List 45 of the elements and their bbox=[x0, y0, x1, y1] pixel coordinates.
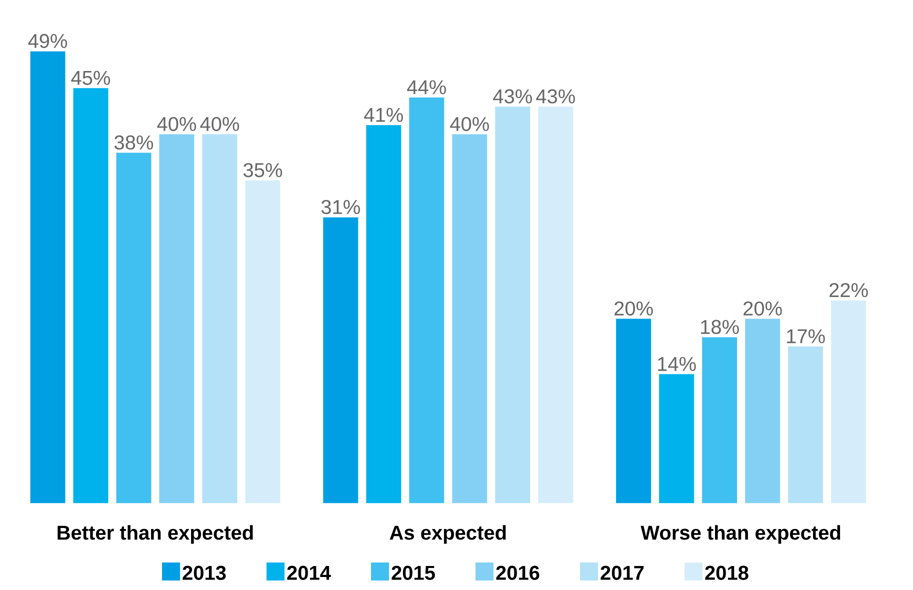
bar bbox=[788, 346, 824, 504]
bar bbox=[495, 106, 530, 504]
data-label: 18% bbox=[701, 320, 739, 334]
x-tick-label: Better than expected bbox=[58, 525, 253, 544]
data-label: 14% bbox=[658, 356, 696, 371]
x-tick-label: As expected bbox=[390, 525, 506, 544]
data-label: 40% bbox=[450, 116, 489, 132]
data-label: 31% bbox=[321, 200, 360, 214]
legend-label: 2015 bbox=[392, 566, 435, 580]
data-label: 20% bbox=[744, 301, 782, 316]
legend-label: 2016 bbox=[496, 566, 540, 580]
data-label: 44% bbox=[407, 80, 446, 94]
data-label: 17% bbox=[787, 329, 825, 344]
bar bbox=[409, 97, 444, 504]
bar bbox=[116, 152, 152, 504]
bar bbox=[202, 134, 238, 504]
bar bbox=[323, 217, 358, 504]
data-label: 41% bbox=[364, 108, 403, 122]
bar bbox=[245, 180, 280, 504]
data-label: 49% bbox=[28, 34, 68, 48]
bar bbox=[745, 318, 780, 504]
bar bbox=[366, 125, 402, 504]
data-label: 43% bbox=[536, 89, 575, 104]
legend-label: 2018 bbox=[705, 566, 748, 580]
bar bbox=[616, 318, 652, 504]
data-label: 40% bbox=[157, 116, 196, 132]
bar bbox=[30, 51, 66, 504]
legend-label: 2013 bbox=[182, 566, 226, 580]
bar bbox=[73, 88, 108, 504]
data-label: 43% bbox=[493, 89, 532, 104]
data-label: 20% bbox=[614, 301, 653, 316]
bar bbox=[538, 106, 574, 504]
legend-label: 2017 bbox=[600, 566, 644, 580]
data-label: 40% bbox=[200, 116, 240, 132]
bar bbox=[159, 134, 194, 504]
bar bbox=[659, 374, 694, 504]
data-label: 45% bbox=[71, 70, 110, 85]
bar bbox=[702, 337, 738, 504]
data-label: 22% bbox=[830, 283, 868, 298]
data-label: 38% bbox=[114, 135, 154, 150]
bar bbox=[831, 300, 866, 504]
legend-label: 2014 bbox=[287, 566, 331, 580]
x-tick-label: Worse than expected bbox=[640, 525, 840, 544]
data-label: 35% bbox=[244, 163, 282, 178]
bar bbox=[452, 134, 488, 504]
